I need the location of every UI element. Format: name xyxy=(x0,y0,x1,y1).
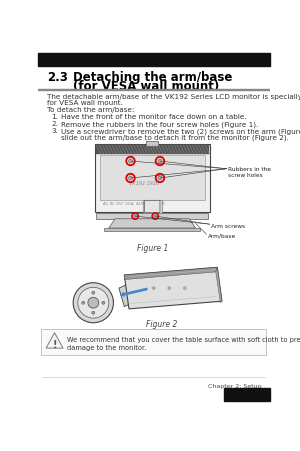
Text: slide out the arm/base to detach it from the monitor (Figure 2).: slide out the arm/base to detach it from… xyxy=(61,134,289,141)
Circle shape xyxy=(78,288,109,318)
Polygon shape xyxy=(216,268,222,303)
Text: Figure 2: Figure 2 xyxy=(146,319,177,328)
Bar xyxy=(95,145,210,212)
Text: damage to the monitor.: damage to the monitor. xyxy=(67,344,146,350)
Text: Arm/base: Arm/base xyxy=(208,233,236,238)
Text: (for VESA wall mount): (for VESA wall mount) xyxy=(73,79,219,92)
Bar xyxy=(38,54,270,66)
Text: Have the front of the monitor face down on a table.: Have the front of the monitor face down … xyxy=(61,114,246,120)
Text: 2.3: 2.3 xyxy=(47,71,68,84)
Circle shape xyxy=(129,177,132,180)
Text: Figure 1: Figure 1 xyxy=(136,244,168,253)
Circle shape xyxy=(92,291,95,295)
Text: Use a screwdriver to remove the two (2) screws on the arm (Figure 1), then: Use a screwdriver to remove the two (2) … xyxy=(61,128,300,134)
Circle shape xyxy=(82,302,85,304)
Circle shape xyxy=(168,287,170,290)
Text: Chapter 2: Setup: Chapter 2: Setup xyxy=(208,383,262,388)
Polygon shape xyxy=(119,281,140,307)
Circle shape xyxy=(102,302,105,304)
Circle shape xyxy=(158,177,162,180)
Bar xyxy=(38,90,270,91)
Text: To detach the arm/base:: To detach the arm/base: xyxy=(47,107,134,113)
Circle shape xyxy=(73,283,113,323)
Circle shape xyxy=(92,312,95,315)
Bar xyxy=(41,329,266,355)
Text: AC-IN  DVI  VGA  AUDIO IN  USB: AC-IN DVI VGA AUDIO IN USB xyxy=(103,202,164,206)
Text: The detachable arm/base of the VK192 Series LCD monitor is specially designed: The detachable arm/base of the VK192 Ser… xyxy=(47,93,300,99)
Text: !: ! xyxy=(52,339,57,349)
Polygon shape xyxy=(109,219,196,229)
Text: Arm screws: Arm screws xyxy=(211,223,245,228)
Text: 3.: 3. xyxy=(52,128,58,134)
Bar xyxy=(96,146,209,155)
Circle shape xyxy=(158,160,162,164)
Text: We recommend that you cover the table surface with soft cloth to prevent: We recommend that you cover the table su… xyxy=(67,336,300,342)
Bar xyxy=(224,388,270,401)
Bar xyxy=(146,142,158,146)
Bar xyxy=(96,214,208,219)
Text: 2.: 2. xyxy=(52,121,58,127)
Circle shape xyxy=(88,298,99,308)
FancyBboxPatch shape xyxy=(145,201,160,213)
Text: VK192 1920: VK192 1920 xyxy=(130,180,160,185)
FancyArrow shape xyxy=(120,288,148,297)
Polygon shape xyxy=(46,333,63,348)
Text: for VESA wall mount.: for VESA wall mount. xyxy=(47,100,123,106)
Text: 1.: 1. xyxy=(52,114,58,120)
Bar xyxy=(104,229,200,232)
Bar xyxy=(100,156,205,200)
Circle shape xyxy=(184,287,186,290)
Circle shape xyxy=(134,216,136,218)
Circle shape xyxy=(129,160,132,164)
Circle shape xyxy=(154,216,157,218)
Polygon shape xyxy=(124,268,217,280)
Text: Remove the rubbers in the four screw holes (Figure 1).: Remove the rubbers in the four screw hol… xyxy=(61,121,258,128)
Bar xyxy=(143,200,161,214)
Text: Detaching the arm/base: Detaching the arm/base xyxy=(73,71,232,84)
Polygon shape xyxy=(124,268,222,309)
Text: Rubbers in the
screw holes: Rubbers in the screw holes xyxy=(228,166,271,177)
Circle shape xyxy=(153,287,155,290)
